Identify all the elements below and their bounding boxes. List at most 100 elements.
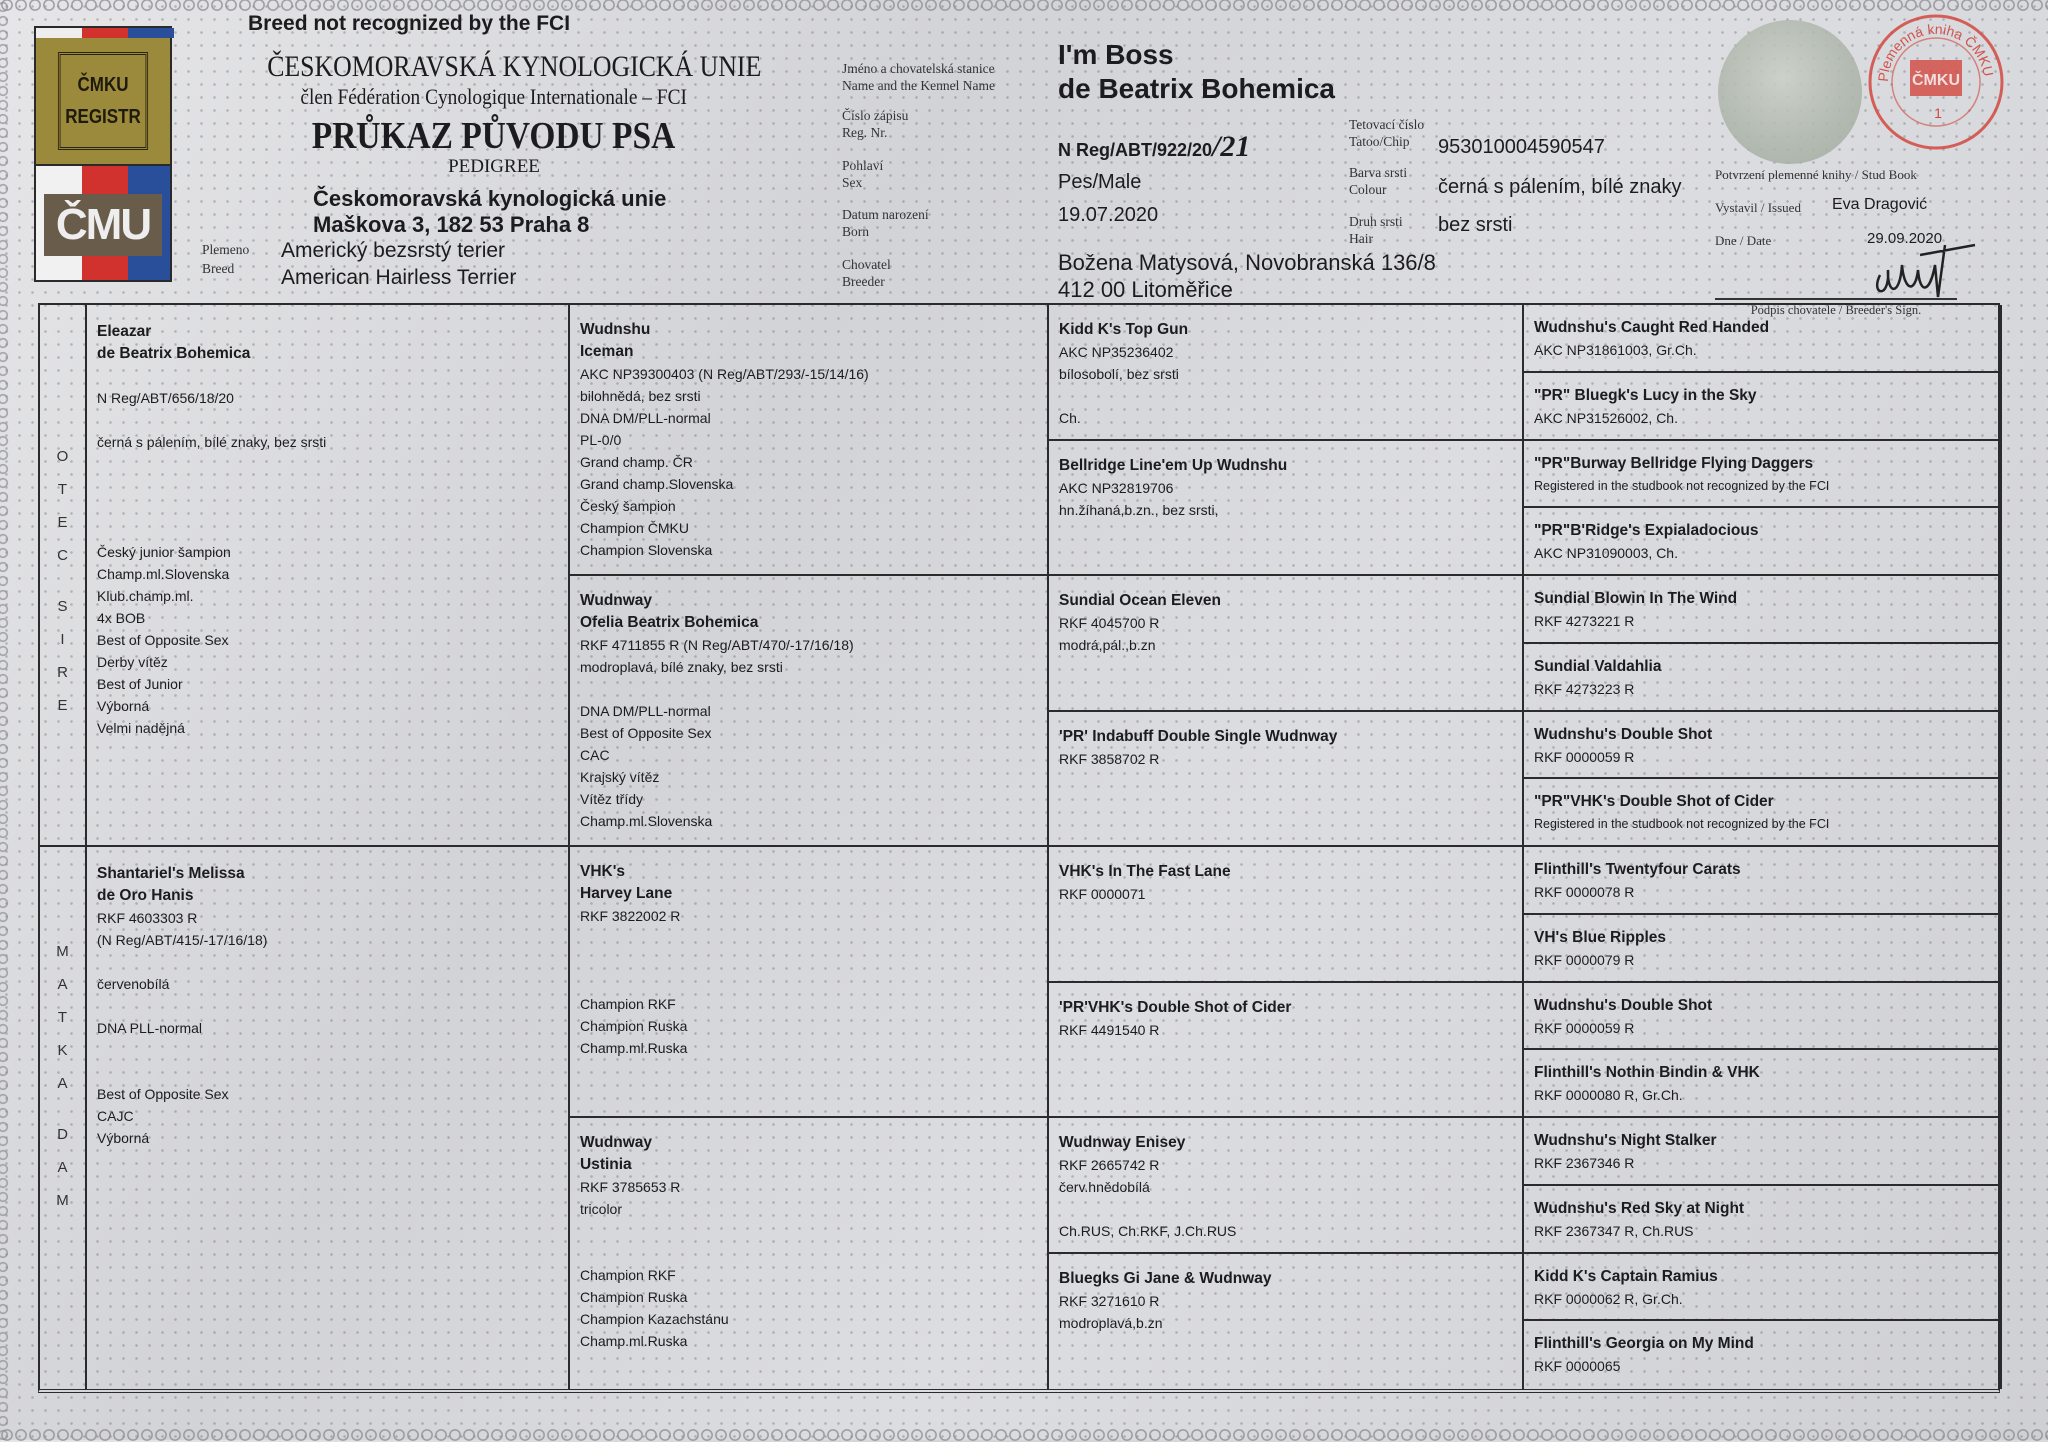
ancestor-cell: Kidd K's Top Gun AKC NP35236402 bílosobolí… [1049,305,1524,441]
blank-line [1059,385,1512,407]
ancestor-name: Kidd K's Top Gun [1059,321,1189,338]
chip-label: Tetovací číslo Tatoo/Chip [1349,116,1424,150]
reg-label: Číslo zápisu Reg. Nr. [842,107,908,141]
fci-member-text: člen Fédération Cynologique Internationa… [300,84,688,109]
ancestor-detail: Ch.RUS, Ch.RKF, J.Ch.RUS [1059,1223,1237,1239]
breed-label: Plemeno Breed [202,240,249,278]
label-cz: Druh srsti [1349,214,1403,229]
ancestor-detail: modroplavá,b.zn [1059,1314,1163,1331]
ancestor-name: VHK's In The Fast Lane [1059,863,1231,880]
ancestor-cell: Kidd K's Captain Ramius RKF 0000062 R, Gr… [1524,1253,2002,1322]
label-en: Sex [842,175,863,190]
side-label-word: MATKA [56,943,69,1092]
label-en: Reg. Nr. [842,125,888,140]
label-cz: Tetovací číslo [1349,117,1425,132]
logo-text-line: ČMKU [77,74,129,96]
blank-line [97,497,558,519]
ancestor-detail: Ch. [1059,410,1081,426]
issuer-street: Maškova 3, 182 53 Praha 8 [313,212,590,237]
ancestor-detail: Krajský vítěz [580,769,660,785]
studbook-stamp: Plemenná kniha ČMKU ČMKU 1 [1868,14,2004,150]
ancestor-detail: RKF 0000079 R [1534,951,1635,968]
ancestor-detail: tricolor [580,1201,623,1217]
ancestor-name: VH's Blue Ripples [1534,928,1667,946]
studbook-note: Registered in the studbook not recognize… [1534,817,1830,832]
ancestor-detail: bilohnědá, bez srsti [580,388,701,404]
ancestor-detail: Champion ČMKU [580,520,689,536]
breeder-signature [1875,243,1976,298]
ancestor-cell: Bellridge Line'em Up Wudnshu AKC NP328197… [1049,440,1524,576]
decorative-border-bottom [0,1428,2048,1442]
label-cz: Číslo zápisu [842,108,909,123]
dog-name: I'm Boss de Beatrix Bohemica [1058,38,1335,106]
ancestor-cell: Sundial Ocean Eleven RKF 4045700 R modrá,p… [1049,576,1524,712]
breed-notice: Breed not recognized by the FCI [248,12,571,35]
ancestor-detail: RKF 4491540 R [1059,1021,1160,1038]
ancestor-name: Eleazar [97,323,152,340]
ancestor-name: VHK's [580,863,626,880]
ancestor-detail: Champion Slovenska [580,542,713,558]
ancestor-name: Sundial Blowin In The Wind [1534,590,1738,607]
ancestor-name: Sundial Ocean Eleven [1059,592,1221,609]
ancestor-detail: Grand champ. ČR [580,454,693,470]
ancestor-detail: AKC NP31861003, Gr.Ch. [1534,342,1697,358]
ancestor-detail: Derby vítěz [97,654,168,670]
ancestor-cell: Wudnway Ofelia Beatrix Bohemica RKF 471185… [570,576,1049,847]
ancestor-detail: Vítěz třídy [580,791,644,807]
ancestor-detail: RKF 0000059 R [1534,748,1635,765]
side-label-word: SIRE [57,598,68,714]
cmku-registr-logo: ČMKU REGISTR ČMU [34,26,174,282]
logo-text-line: REGISTR [65,106,141,128]
ancestor-cell: Sundial Valdahlia RKF 4273223 R [1524,643,2002,712]
breed-value-en: American Hairless Terrier [281,266,517,289]
ancestor-detail: RKF 4711855 R (N Reg/ABT/470/-17/16/18) [580,637,854,653]
ancestor-detail: N Reg/ABT/656/18/20 [97,390,234,406]
blank-line [97,1039,558,1061]
ancestor-name: 'PR'VHK's Double Shot of Cider [1059,998,1292,1016]
label-en: Hair [1349,231,1373,246]
ancestor-detail: černá s pálením, bílé znaky, bez srsti [97,434,327,450]
ancestor-detail: CAJC [97,1108,134,1124]
ancestor-detail: modrá,pál.,b.zn [1059,637,1156,653]
blank-line [580,1242,1037,1264]
label-en: Breeder [842,274,885,289]
name-label: Jméno a chovatelská stanice Name and the … [842,60,995,94]
ancestor-detail: Klub.champ.ml. [97,588,194,604]
ancestor-cell: VH's Blue Ripples RKF 0000079 R [1524,914,2002,983]
ancestor-detail: Výborná [97,698,150,714]
logo-cmu-mark: ČMU [44,194,162,256]
blank-line [580,971,1037,993]
document-title-text: PRŮKAZ PŮVODU PSA [312,115,676,157]
reg-number-printed: N Reg/ABT/922/20 [1058,140,1213,160]
blank-line [580,949,1037,971]
ancestor-detail: Český junior šampion [97,544,231,560]
ancestor-name: de Beatrix Bohemica [97,345,251,362]
ancestor-detail: RKF 4045700 R [1059,615,1160,631]
ancestor-cell: Sundial Blowin In The Wind RKF 4273221 R [1524,576,2002,644]
ancestor-name: Flinthill's Nothin Bindin & VHK [1534,1064,1760,1082]
blank-line [97,475,558,497]
ancestor-name: Wudnshu's Red Sky at Night [1534,1199,1745,1217]
ancestor-detail: Best of Junior [97,676,183,692]
studbook-note: Registered in the studbook not recognize… [1534,478,1830,493]
ancestor-name: 'PR' Indabuff Double Single Wudnway [1059,727,1338,745]
sex-value: Pes/Male [1058,171,1142,193]
ancestor-cell: Flinthill's Georgia on My Mind RKF 000006… [1524,1321,2002,1389]
ancestor-detail: RKF 0000071 [1059,886,1146,902]
ancestor-detail: Champion RKF [580,1267,676,1283]
ancestor-cell: Bluegks Gi Jane & Wudnway RKF 3271610 R mo… [1049,1253,1524,1389]
ancestor-detail: Grand champ.Slovenska [580,476,734,492]
blank-line [97,365,558,387]
ancestor-detail: RKF 3822002 R [580,908,681,924]
breeder-label: Chovatel Breeder [842,256,891,290]
ancestor-cell: Eleazar de Beatrix Bohemica N Reg/ABT/656/… [87,305,570,847]
stamp-mark: ČMKU [1912,70,1960,89]
breeder-value: Božena Matysová, Novobranská 136/8 412 0… [1058,249,1436,303]
ancestor-name: Ofelia Beatrix Bohemica [580,614,759,631]
blank-line [1059,1198,1512,1220]
ancestor-cell: Wudnshu's Red Sky at Night RKF 2367347 R,… [1524,1185,2002,1254]
ancestor-detail: Champ.ml.Slovenska [97,566,230,582]
blank-line [97,1061,558,1083]
decorative-border-top [0,0,2048,12]
ancestor-detail: Champion Ruska [580,1018,688,1034]
